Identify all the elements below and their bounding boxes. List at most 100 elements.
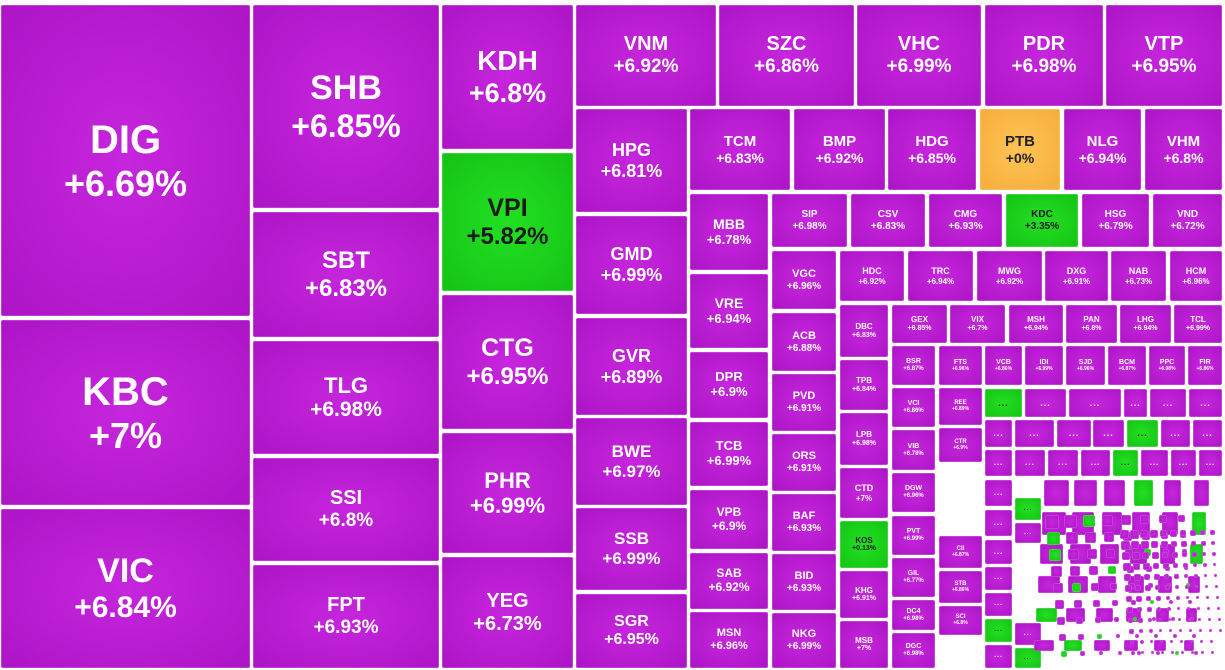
tile-sgr[interactable]: SGR +6.95% xyxy=(576,594,687,668)
tile-truncated[interactable]: ... xyxy=(985,389,1022,417)
tile-mwg[interactable]: MWG +6.92% xyxy=(977,251,1042,301)
tile-nkg[interactable]: NKG +6.99% xyxy=(772,613,836,668)
tile-truncated[interactable]: ... xyxy=(1069,389,1121,417)
tile-vtp[interactable]: VTP +6.95% xyxy=(1106,5,1222,106)
tile-msb[interactable]: MSB +7% xyxy=(840,621,888,668)
tile-truncated[interactable]: ... xyxy=(985,540,1012,564)
tile-tcm[interactable]: TCM +6.83% xyxy=(690,109,790,190)
tile-shb[interactable]: SHB +6.85% xyxy=(253,5,439,208)
tile-trc[interactable]: TRC +6.94% xyxy=(908,251,973,301)
tile-csv[interactable]: CSV +6.83% xyxy=(851,194,925,247)
tile-truncated[interactable]: ... xyxy=(1015,523,1041,543)
tile-gil[interactable]: GIL +6.77% xyxy=(892,558,935,597)
tile-msn[interactable]: MSN +6.96% xyxy=(690,612,768,668)
tile-ctg[interactable]: CTG +6.95% xyxy=(442,295,573,429)
tile-lpb[interactable]: LPB +6.98% xyxy=(840,413,888,465)
tile-lhg[interactable]: LHG +6.94% xyxy=(1120,305,1171,343)
tile-truncated[interactable]: ... xyxy=(985,567,1012,590)
tile-vib[interactable]: VIB +6.78% xyxy=(892,430,935,470)
tile-sci[interactable]: SCI +6.8% xyxy=(939,606,982,635)
tile-fir[interactable]: FIR +6.86% xyxy=(1188,346,1222,385)
tile-vix[interactable]: VIX +6.7% xyxy=(950,305,1005,343)
tile-truncated[interactable]: ... xyxy=(1093,420,1124,447)
tile-truncated[interactable]: ... xyxy=(1161,420,1190,447)
tile-fpt[interactable]: FPT +6.93% xyxy=(253,565,439,668)
tile-vci[interactable]: VCI +6.86% xyxy=(892,388,935,427)
tile-dc4[interactable]: DC4 +6.98% xyxy=(892,600,935,630)
tile-khg[interactable]: KHG +6.91% xyxy=(840,571,888,618)
tile-idi[interactable]: IDI +6.99% xyxy=(1025,346,1063,385)
tile-bmp[interactable]: BMP +6.92% xyxy=(794,109,885,190)
tile-vic[interactable]: VIC +6.84% xyxy=(1,509,250,668)
tile-sjd[interactable]: SJD +6.96% xyxy=(1066,346,1105,385)
tile-pdr[interactable]: PDR +6.98% xyxy=(985,5,1103,106)
tile-bcm[interactable]: BCM +6.87% xyxy=(1108,346,1146,385)
tile-kos[interactable]: KOS +0.13% xyxy=(840,521,888,568)
tile-phr[interactable]: PHR +6.99% xyxy=(442,433,573,553)
tile-cmg[interactable]: CMG +6.93% xyxy=(929,194,1002,247)
tile-hcm[interactable]: HCM +6.96% xyxy=(1170,251,1222,301)
tile-tcl[interactable]: TCL +6.99% xyxy=(1174,305,1222,343)
tile-truncated[interactable]: ... xyxy=(1015,623,1041,645)
tile-tcb[interactable]: TCB +6.99% xyxy=(690,422,768,486)
tile-baf[interactable]: BAF +6.93% xyxy=(772,494,836,551)
tile-gmd[interactable]: GMD +6.99% xyxy=(576,216,687,314)
tile-kdc[interactable]: KDC +3.35% xyxy=(1006,194,1078,247)
tile-dig[interactable]: DIG +6.69% xyxy=(1,5,250,316)
tile-truncated[interactable]: ... xyxy=(985,619,1012,642)
tile-truncated[interactable]: ... xyxy=(1124,389,1147,417)
tile-bsr[interactable]: BSR +6.87% xyxy=(892,346,935,385)
tile-truncated[interactable]: ... xyxy=(1015,498,1041,520)
tile-truncated[interactable]: ... xyxy=(1127,420,1158,447)
tile-sbt[interactable]: SBT +6.83% xyxy=(253,212,439,337)
tile-bid[interactable]: BID +6.93% xyxy=(772,554,836,610)
tile-truncated[interactable]: ... xyxy=(1189,389,1222,417)
tile-truncated[interactable]: ... xyxy=(985,420,1012,447)
tile-mbb[interactable]: MBB +6.78% xyxy=(690,194,768,270)
tile-truncated[interactable]: ... xyxy=(1025,389,1066,417)
tile-tpb[interactable]: TPB +6.84% xyxy=(840,360,888,410)
tile-dgc[interactable]: DGC +6.98% xyxy=(892,633,935,668)
tile-nlg[interactable]: NLG +6.94% xyxy=(1064,109,1141,190)
tile-truncated[interactable]: ... xyxy=(1057,420,1091,447)
tile-truncated[interactable]: ... xyxy=(985,480,1012,506)
tile-vcb[interactable]: VCB +6.86% xyxy=(985,346,1022,385)
tile-pvt[interactable]: PVT +6.99% xyxy=(892,516,935,555)
tile-bwe[interactable]: BWE +6.97% xyxy=(576,418,687,505)
tile-hsg[interactable]: HSG +6.79% xyxy=(1082,194,1149,247)
tile-vpi[interactable]: VPI +5.82% xyxy=(442,153,573,291)
tile-tlg[interactable]: TLG +6.98% xyxy=(253,341,439,454)
tile-sab[interactable]: SAB +6.92% xyxy=(690,553,768,609)
tile-yeg[interactable]: YEG +6.73% xyxy=(442,557,573,668)
tile-truncated[interactable]: ... xyxy=(985,593,1012,616)
tile-pan[interactable]: PAN +6.8% xyxy=(1066,305,1117,343)
tile-dpr[interactable]: DPR +6.9% xyxy=(690,352,768,418)
tile-vgc[interactable]: VGC +6.96% xyxy=(772,251,836,309)
tile-ree[interactable]: REE +6.89% xyxy=(939,388,982,425)
tile-vnm[interactable]: VNM +6.92% xyxy=(576,5,716,106)
tile-truncated[interactable]: ... xyxy=(1199,450,1222,476)
tile-ssi[interactable]: SSI +6.8% xyxy=(253,458,439,561)
tile-ssb[interactable]: SSB +6.99% xyxy=(576,508,687,590)
tile-kdh[interactable]: KDH +6.8% xyxy=(442,5,573,149)
tile-truncated[interactable]: ... xyxy=(1048,450,1078,476)
tile-sip[interactable]: SIP +6.98% xyxy=(772,194,847,247)
tile-truncated[interactable]: ... xyxy=(1113,450,1138,476)
tile-dxg[interactable]: DXG +6.91% xyxy=(1045,251,1108,301)
tile-gex[interactable]: GEX +6.85% xyxy=(892,305,947,343)
tile-ctr[interactable]: CTR +6.9% xyxy=(939,428,982,462)
tile-cii[interactable]: CII +6.87% xyxy=(939,536,982,568)
tile-vpb[interactable]: VPB +6.9% xyxy=(690,490,768,549)
tile-truncated[interactable]: ... xyxy=(1015,450,1045,476)
tile-pvd[interactable]: PVD +6.91% xyxy=(772,374,836,431)
tile-truncated[interactable]: ... xyxy=(985,450,1012,476)
tile-truncated[interactable]: ... xyxy=(1015,420,1054,447)
tile-vhc[interactable]: VHC +6.99% xyxy=(857,5,981,106)
tile-vnd[interactable]: VND +6.72% xyxy=(1153,194,1222,247)
tile-ors[interactable]: ORS +6.91% xyxy=(772,434,836,491)
tile-hdg[interactable]: HDG +6.85% xyxy=(888,109,976,190)
tile-hpg[interactable]: HPG +6.81% xyxy=(576,109,687,212)
tile-truncated[interactable]: ... xyxy=(1081,450,1110,476)
tile-kbc[interactable]: KBC +7% xyxy=(1,320,250,505)
tile-vre[interactable]: VRE +6.94% xyxy=(690,274,768,348)
